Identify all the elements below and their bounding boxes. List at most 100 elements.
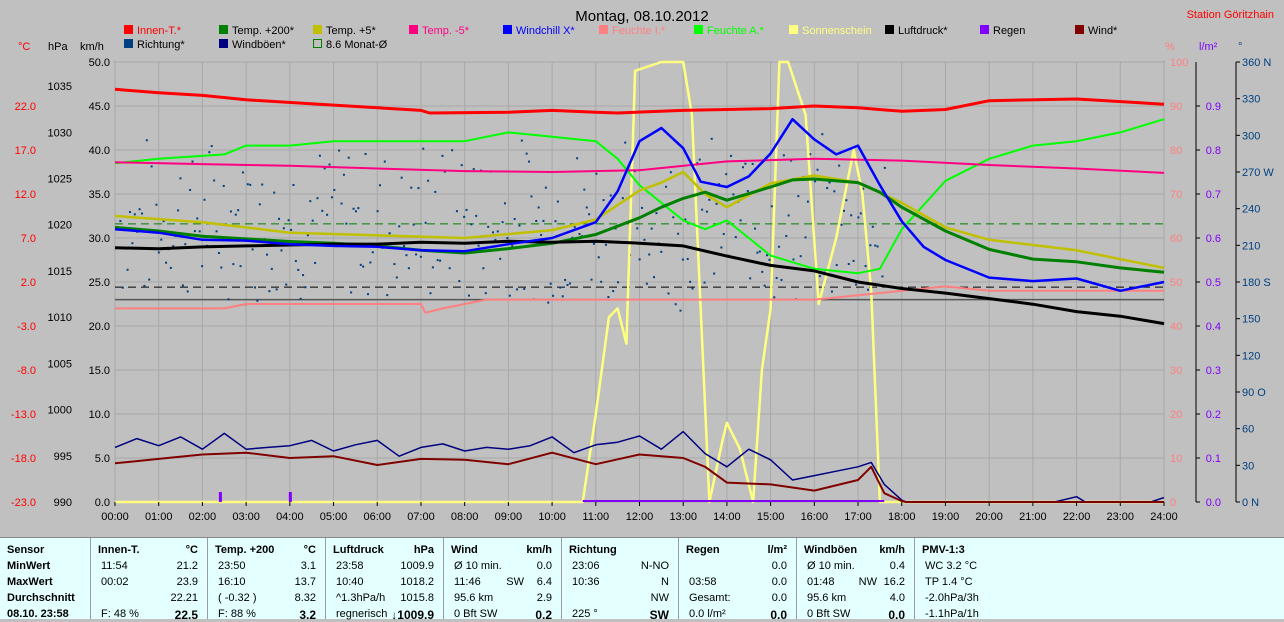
- direction-point: [241, 171, 244, 174]
- direction-point: [703, 281, 706, 284]
- direction-point: [177, 209, 180, 212]
- direction-point: [448, 267, 451, 270]
- direction-point: [210, 145, 213, 148]
- direction-point: [145, 139, 148, 142]
- direction-point: [282, 227, 285, 230]
- direction-point: [128, 211, 131, 214]
- cell-time: 01:48: [807, 576, 835, 588]
- direction-point: [193, 230, 196, 233]
- direction-point: [256, 299, 259, 302]
- unit-hpa: hPa: [48, 41, 68, 53]
- direction-point: [797, 195, 800, 198]
- direction-point: [799, 255, 802, 258]
- direction-point: [172, 245, 175, 248]
- direction-point: [189, 188, 192, 191]
- direction-point: [458, 280, 461, 283]
- direction-point: [340, 202, 343, 205]
- column-title: Windböen: [804, 544, 858, 556]
- direction-point: [715, 202, 718, 205]
- direction-point: [333, 188, 336, 191]
- cell-value: ↓1009.9: [391, 608, 434, 622]
- direction-point: [126, 268, 129, 271]
- direction-point: [290, 228, 293, 231]
- direction-point: [239, 265, 242, 268]
- direction-point: [143, 284, 146, 287]
- direction-point: [763, 284, 766, 287]
- kmh-tick: 10.0: [89, 409, 110, 421]
- direction-point: [261, 183, 264, 186]
- column-title: Innen-T.: [98, 544, 140, 556]
- direction-point: [285, 283, 288, 286]
- direction-point: [530, 195, 533, 198]
- direction-point: [705, 210, 708, 213]
- dir-tick: 240: [1242, 204, 1260, 216]
- direction-point: [535, 219, 538, 222]
- x-tick-label: 24:00: [1150, 511, 1178, 523]
- cell-time: 11:54: [101, 560, 128, 572]
- direction-point: [556, 200, 559, 203]
- direction-point: [201, 265, 204, 268]
- cell-value: 0.0: [771, 560, 787, 572]
- series-windb-en-: [114, 430, 1165, 503]
- cell-value: 0.0: [536, 560, 552, 572]
- x-tick-label: 18:00: [888, 511, 916, 523]
- direction-point: [203, 198, 206, 201]
- direction-point: [191, 160, 194, 163]
- hpa-tick: 1005: [48, 358, 72, 370]
- direction-point: [165, 261, 168, 264]
- direction-point: [441, 154, 444, 157]
- dir-tick: 330: [1242, 94, 1260, 106]
- cell-time: Ø 10 min.: [454, 560, 502, 572]
- cell-time: regnerisch: [336, 608, 388, 620]
- column-title: Regen: [686, 544, 720, 556]
- cell-time: WC 3.2 °C: [925, 560, 978, 572]
- kmh-tick: 40.0: [89, 145, 110, 157]
- cell-direction: NW: [858, 576, 877, 588]
- direction-point: [667, 292, 670, 295]
- stats-table: Sensor MinWert MaxWert Durchschnitt 08.10. 2…: [0, 537, 1284, 622]
- direction-point: [309, 200, 312, 203]
- kmh-tick: 45.0: [89, 101, 110, 113]
- hpa-tick: 1035: [48, 81, 72, 93]
- direction-point: [778, 245, 781, 248]
- x-tick-label: 00:00: [101, 511, 129, 523]
- direction-point: [684, 218, 687, 221]
- cell-value: NW: [650, 592, 669, 604]
- direction-point: [792, 258, 795, 261]
- direction-point: [472, 168, 475, 171]
- series-innen-t-: [114, 87, 1165, 115]
- unit-rain: l/m²: [1199, 41, 1218, 53]
- cell-time: Ø 10 min.: [807, 560, 855, 572]
- pct-tick: 30: [1170, 365, 1182, 377]
- pct-tick: 10: [1170, 453, 1182, 465]
- rain-tick: 0.5: [1206, 277, 1221, 289]
- table-column: Sensor MinWert MaxWert Durchschnitt 08.10. 2…: [0, 538, 90, 620]
- legend-swatch: [694, 25, 703, 34]
- direction-point: [516, 288, 519, 291]
- rain-tick: 0.0: [1206, 497, 1221, 509]
- direction-point: [588, 213, 591, 216]
- column-unit: °C: [185, 544, 198, 556]
- direction-point: [518, 224, 521, 227]
- direction-point: [227, 298, 230, 301]
- cell-value: 1015.8: [400, 592, 434, 604]
- hpa-tick: 1025: [48, 173, 72, 185]
- dir-tick: 360 N: [1242, 57, 1271, 69]
- direction-point: [758, 250, 761, 253]
- direction-point: [155, 203, 158, 206]
- series-temp-5-: [114, 157, 1165, 174]
- unit-pct: %: [1165, 41, 1175, 53]
- pct-tick: 80: [1170, 145, 1182, 157]
- direction-point: [595, 172, 598, 175]
- table-column: Regen l/m² 0.0 03:58 0.0 Gesamt: 0.0 0.0 l/m² 0.…: [678, 538, 797, 622]
- direction-point: [845, 199, 848, 202]
- rain-tick: 0.9: [1206, 101, 1221, 113]
- rain-tick: 0.7: [1206, 189, 1221, 201]
- legend: Innen-T.* Temp. +200* Temp. +5* Temp. -5* Wi…: [124, 25, 1118, 51]
- cell-value: N: [661, 576, 669, 588]
- rain-tick: 0.2: [1206, 409, 1221, 421]
- direction-point: [434, 190, 437, 193]
- direction-point: [552, 294, 555, 297]
- direction-point: [232, 263, 235, 266]
- direction-point: [612, 290, 615, 293]
